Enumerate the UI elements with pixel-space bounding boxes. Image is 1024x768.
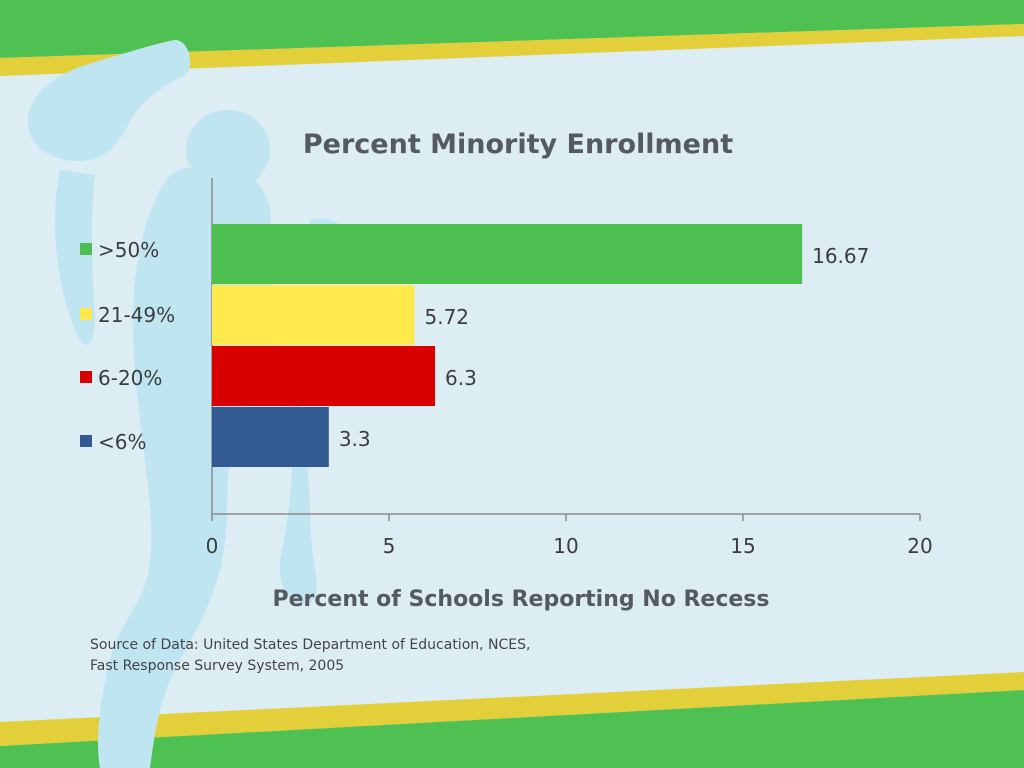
source-line-2: Fast Response Survey System, 2005 — [90, 658, 345, 674]
legend-label: >50% — [98, 238, 159, 262]
x-tick-label: 10 — [553, 534, 578, 558]
bar-value-label: 16.67 — [812, 244, 869, 268]
source-line-1: Source of Data: United States Department… — [90, 637, 531, 653]
x-tick-label: 20 — [907, 534, 932, 558]
legend-swatch — [80, 371, 92, 383]
bar-value-label: 6.3 — [445, 366, 477, 390]
x-axis-label: Percent of Schools Reporting No Recess — [272, 587, 769, 612]
bar — [212, 407, 329, 467]
bottom-green-band — [0, 690, 1024, 768]
source-note: Source of Data: United States Department… — [90, 635, 530, 677]
top-yellow-band — [0, 24, 1024, 76]
bar — [212, 224, 803, 284]
top-green-band — [0, 0, 1024, 58]
bar-series: 16.67 5.72 6.3 3.3 — [212, 224, 869, 467]
legend-label: 6-20% — [98, 366, 162, 390]
x-tick-label: 15 — [730, 534, 755, 558]
bar-value-label: 3.3 — [339, 427, 371, 451]
bottom-yellow-band — [0, 672, 1024, 746]
legend-swatch — [80, 308, 92, 320]
legend: >50% 21-49% 6-20% <6% — [80, 238, 175, 454]
bar — [212, 285, 415, 345]
chart-title: Percent Minority Enrollment — [303, 129, 733, 160]
x-axis-ticks: 0 5 10 15 20 — [206, 514, 933, 558]
legend-swatch — [80, 243, 92, 255]
x-tick-label: 5 — [383, 534, 396, 558]
legend-swatch — [80, 435, 92, 447]
bar — [212, 346, 436, 406]
legend-label: <6% — [98, 430, 147, 454]
x-tick-label: 0 — [206, 534, 219, 558]
legend-label: 21-49% — [98, 303, 175, 327]
bar-value-label: 5.72 — [424, 305, 469, 329]
